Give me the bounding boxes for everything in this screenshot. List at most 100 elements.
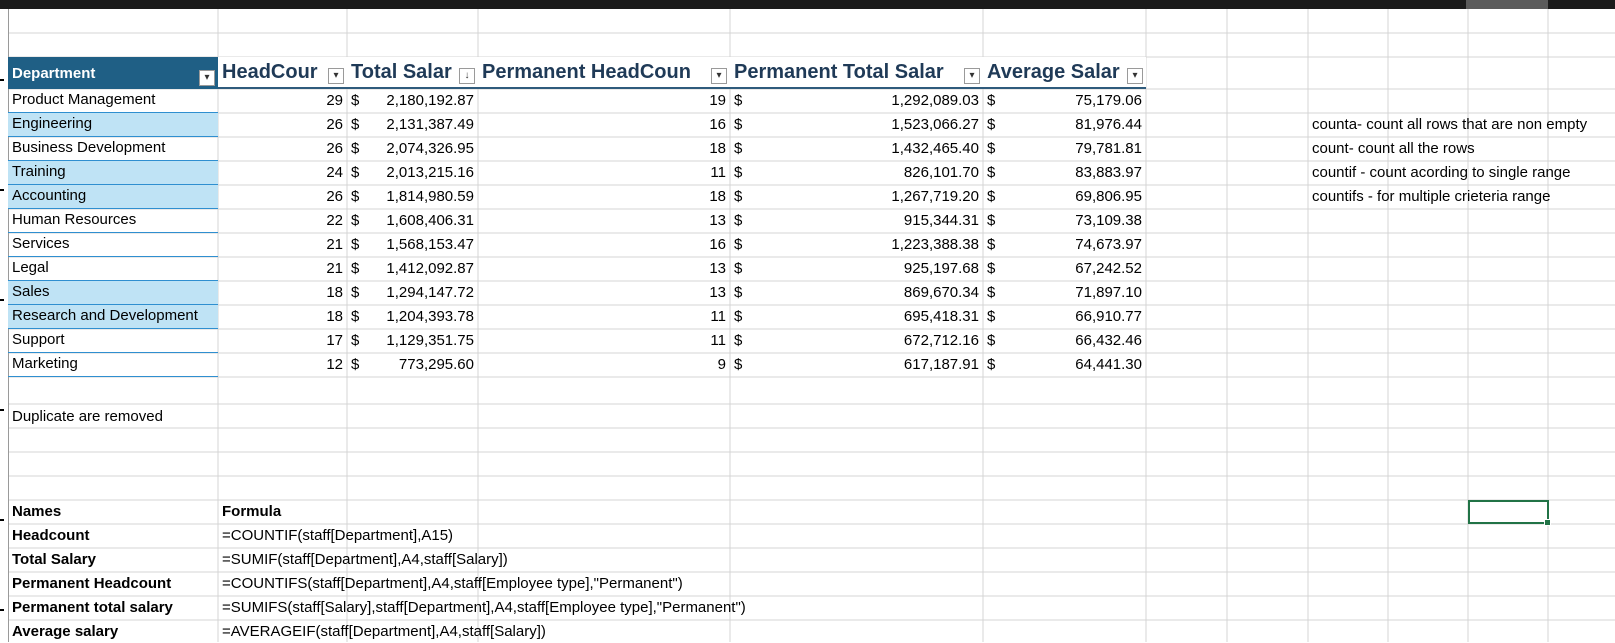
department-cell[interactable]: Business Development	[8, 137, 218, 161]
total-salary-cell[interactable]: 2,013,215.16	[386, 164, 474, 181]
formula-header[interactable]: Formula	[222, 503, 282, 520]
headcount-cell[interactable]: 18	[326, 308, 343, 325]
permanent-headcount-cell[interactable]: 13	[709, 260, 726, 277]
total-salary-cell[interactable]: 2,131,387.49	[386, 116, 474, 133]
formula-cell[interactable]: =COUNTIFS(staff[Department],A4,staff[Emp…	[222, 575, 683, 592]
permanent-total-salary-cell[interactable]: 1,432,465.40	[891, 140, 979, 157]
permanent-total-salary-cell[interactable]: 925,197.68	[903, 260, 979, 277]
average-salary-cell[interactable]: 67,242.52	[1075, 260, 1142, 277]
department-cell[interactable]: Legal	[8, 257, 218, 281]
department-cell[interactable]: Accounting	[8, 185, 218, 209]
department-cell[interactable]: Marketing	[8, 353, 218, 377]
header-department[interactable]: Department ▾	[8, 57, 218, 89]
permanent-total-salary-cell[interactable]: 1,523,066.27	[891, 116, 979, 133]
filter-dropdown-icon[interactable]: ▾	[711, 68, 727, 84]
formula-name-cell[interactable]: Total Salary	[12, 551, 96, 568]
total-salary-cell[interactable]: 1,204,393.78	[386, 308, 474, 325]
headcount-cell[interactable]: 26	[326, 116, 343, 133]
filter-dropdown-icon[interactable]: ▾	[964, 68, 980, 84]
permanent-headcount-cell[interactable]: 13	[709, 284, 726, 301]
average-salary-cell[interactable]: 81,976.44	[1075, 116, 1142, 133]
department-cell[interactable]: Engineering	[8, 113, 218, 137]
total-salary-cell[interactable]: 1,608,406.31	[386, 212, 474, 229]
average-salary-cell[interactable]: 75,179.06	[1075, 92, 1142, 109]
note-counta[interactable]: counta- count all rows that are non empt…	[1312, 116, 1588, 133]
permanent-total-salary-cell[interactable]: 672,712.16	[903, 332, 979, 349]
permanent-total-salary-cell[interactable]: 1,267,719.20	[891, 188, 979, 205]
formula-cell[interactable]: =COUNTIF(staff[Department],A15)	[222, 527, 454, 544]
headcount-cell[interactable]: 12	[326, 356, 343, 373]
filter-dropdown-icon[interactable]: ▾	[1127, 68, 1143, 84]
permanent-headcount-cell[interactable]: 16	[709, 236, 726, 253]
permanent-total-salary-cell[interactable]: 869,670.34	[903, 284, 979, 301]
average-salary-cell[interactable]: 73,109.38	[1075, 212, 1142, 229]
permanent-headcount-cell[interactable]: 19	[709, 92, 726, 109]
selected-column-header[interactable]	[1466, 0, 1548, 9]
note-countif[interactable]: countif - count acording to single range	[1312, 164, 1571, 181]
average-salary-cell[interactable]: 83,883.97	[1075, 164, 1142, 181]
headcount-cell[interactable]: 24	[326, 164, 343, 181]
headcount-cell[interactable]: 18	[326, 284, 343, 301]
total-salary-cell[interactable]: 773,295.60	[398, 356, 474, 373]
names-header[interactable]: Names	[12, 503, 62, 520]
permanent-total-salary-cell[interactable]: 1,292,089.03	[891, 92, 979, 109]
permanent-headcount-cell[interactable]: 13	[709, 212, 726, 229]
average-salary-cell[interactable]: 66,910.77	[1075, 308, 1142, 325]
header-headcount[interactable]: HeadCour ▾	[218, 57, 347, 89]
total-salary-cell[interactable]: 1,412,092.87	[386, 260, 474, 277]
headcount-cell[interactable]: 26	[326, 140, 343, 157]
formula-cell[interactable]: =AVERAGEIF(staff[Department],A4,staff[Sa…	[222, 623, 546, 640]
permanent-headcount-cell[interactable]: 11	[710, 332, 726, 349]
department-cell[interactable]: Sales	[8, 281, 218, 305]
permanent-headcount-cell[interactable]: 9	[717, 356, 726, 373]
active-cell-selection[interactable]	[1468, 500, 1551, 526]
header-average-salary[interactable]: Average Salar ▾	[983, 57, 1146, 89]
fill-handle[interactable]	[1544, 519, 1551, 526]
department-cell[interactable]: Human Resources	[8, 209, 218, 233]
total-salary-cell[interactable]: 1,294,147.72	[386, 284, 474, 301]
department-cell[interactable]: Services	[8, 233, 218, 257]
total-salary-cell[interactable]: 1,129,351.75	[386, 332, 474, 349]
headcount-cell[interactable]: 29	[326, 92, 343, 109]
headcount-cell[interactable]: 21	[326, 236, 343, 253]
average-salary-cell[interactable]: 64,441.30	[1075, 356, 1142, 373]
note-count[interactable]: count- count all the rows	[1312, 140, 1475, 157]
duplicates-note[interactable]: Duplicate are removed	[12, 408, 163, 425]
average-salary-cell[interactable]: 71,897.10	[1075, 284, 1142, 301]
permanent-headcount-cell[interactable]: 11	[710, 308, 726, 325]
average-salary-cell[interactable]: 79,781.81	[1075, 140, 1142, 157]
filter-dropdown-icon[interactable]: ▾	[328, 68, 344, 84]
headcount-cell[interactable]: 21	[326, 260, 343, 277]
headcount-cell[interactable]: 22	[326, 212, 343, 229]
average-salary-cell[interactable]: 69,806.95	[1075, 188, 1142, 205]
total-salary-cell[interactable]: 1,814,980.59	[386, 188, 474, 205]
total-salary-cell[interactable]: 2,074,326.95	[386, 140, 474, 157]
department-cell[interactable]: Support	[8, 329, 218, 353]
headcount-cell[interactable]: 26	[326, 188, 343, 205]
formula-name-cell[interactable]: Permanent Headcount	[12, 575, 172, 592]
formula-name-cell[interactable]: Average salary	[12, 623, 119, 640]
formula-name-cell[interactable]: Headcount	[12, 527, 90, 544]
average-salary-cell[interactable]: 66,432.46	[1075, 332, 1142, 349]
department-cell[interactable]: Training	[8, 161, 218, 185]
permanent-total-salary-cell[interactable]: 617,187.91	[903, 356, 979, 373]
formula-cell[interactable]: =SUMIF(staff[Department],A4,staff[Salary…	[222, 551, 508, 568]
permanent-headcount-cell[interactable]: 16	[709, 116, 726, 133]
department-cell[interactable]: Product Management	[8, 89, 218, 113]
permanent-total-salary-cell[interactable]: 1,223,388.38	[891, 236, 979, 253]
total-salary-cell[interactable]: 1,568,153.47	[386, 236, 474, 253]
headcount-cell[interactable]: 17	[326, 332, 343, 349]
average-salary-cell[interactable]: 74,673.97	[1075, 236, 1142, 253]
note-countifs[interactable]: countifs - for multiple crieteria range	[1312, 188, 1551, 205]
permanent-headcount-cell[interactable]: 18	[709, 140, 726, 157]
header-total-salary[interactable]: Total Salar ↓	[347, 57, 478, 89]
filter-dropdown-icon[interactable]: ▾	[199, 70, 215, 86]
permanent-headcount-cell[interactable]: 11	[710, 164, 726, 181]
total-salary-cell[interactable]: 2,180,192.87	[386, 92, 474, 109]
department-cell[interactable]: Research and Development	[8, 305, 218, 329]
permanent-total-salary-cell[interactable]: 695,418.31	[903, 308, 979, 325]
permanent-headcount-cell[interactable]: 18	[709, 188, 726, 205]
permanent-total-salary-cell[interactable]: 826,101.70	[903, 164, 979, 181]
sort-descending-icon[interactable]: ↓	[459, 68, 475, 84]
header-permanent-headcount[interactable]: Permanent HeadCoun ▾	[478, 57, 730, 89]
